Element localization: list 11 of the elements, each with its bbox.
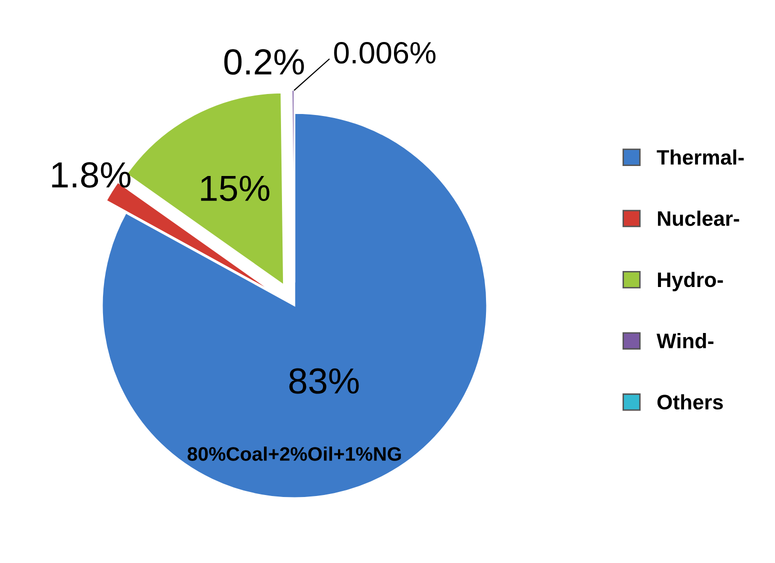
data-label: 0.2% — [224, 49, 304, 75]
legend-label: Wind- — [656, 333, 714, 348]
legend-label: Hydro- — [658, 272, 723, 292]
legend-label: Others — [657, 394, 723, 410]
data-label: 83% — [289, 368, 359, 394]
legend-label: Nuclear- — [658, 210, 740, 226]
legend-label: Thermal- — [656, 149, 744, 165]
data-label: 15% — [201, 176, 270, 202]
text: 80%Coal+2%Oil+1%NG — [188, 446, 401, 461]
data-label: 0.006% — [334, 42, 436, 64]
data-label: 1.8% — [52, 162, 130, 188]
